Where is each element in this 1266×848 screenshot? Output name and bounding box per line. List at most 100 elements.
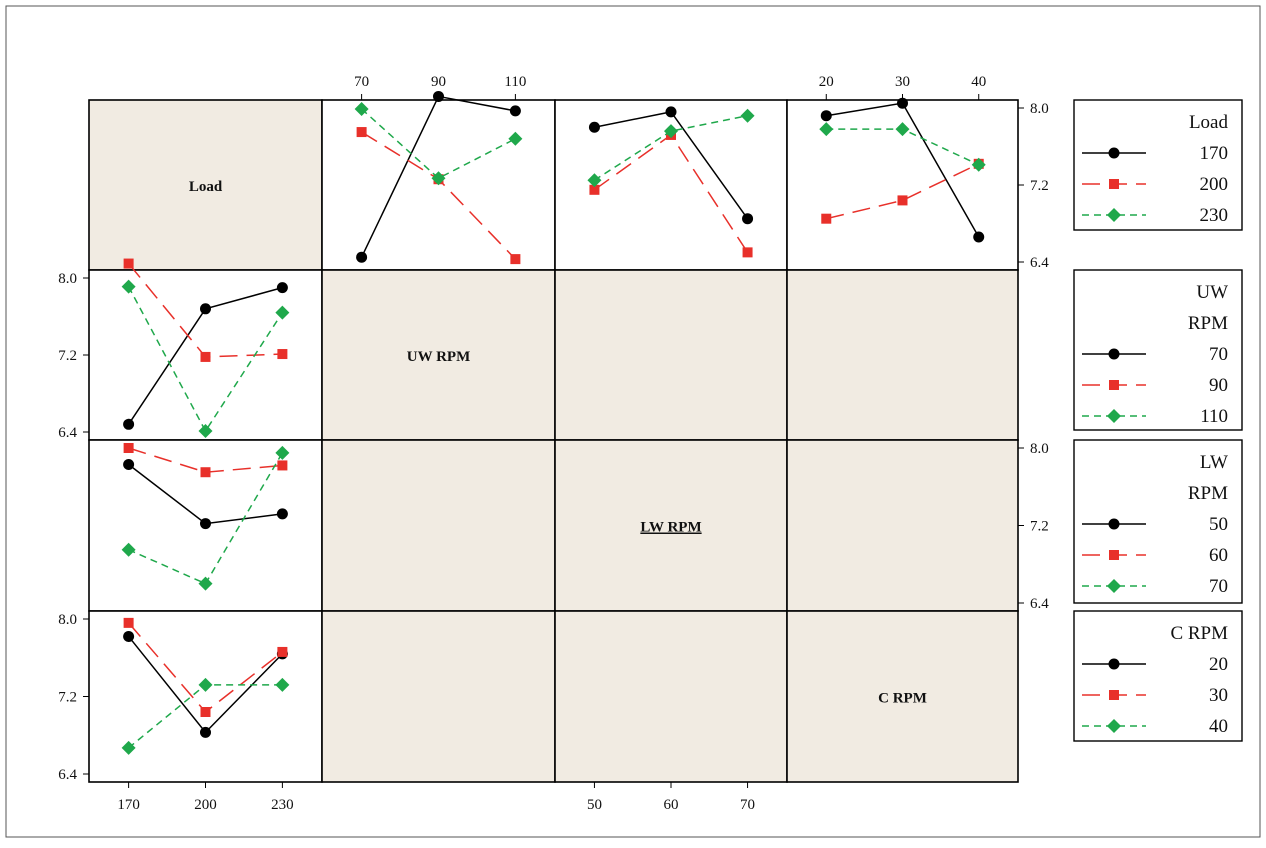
empty-cell — [786, 269, 1019, 441]
legend-entry-label: 200 — [1200, 174, 1229, 195]
diagonal-label-uw-rpm: UW RPM — [407, 349, 470, 365]
data-point-230 — [895, 122, 910, 137]
data-point-230 — [664, 124, 678, 139]
data-point-60 — [277, 460, 288, 471]
data-point-40 — [121, 740, 136, 755]
legend-marker — [1108, 658, 1120, 670]
series-line-230 — [361, 108, 516, 180]
legend-lw-rpm: LW RPM 50 60 70 — [1073, 439, 1243, 604]
legend-entry-label: 230 — [1200, 205, 1229, 226]
legend-entry-label: 110 — [1200, 406, 1228, 427]
data-point-230 — [819, 122, 834, 137]
x-tick-label: 170 — [117, 797, 140, 813]
data-point-200 — [510, 254, 521, 265]
diagonal-label-c-rpm: C RPM — [878, 691, 927, 707]
legend-marker — [1109, 179, 1119, 189]
legend-uw-rpm: UW RPM 70 90 110 — [1073, 269, 1243, 431]
panel-load-by-uw-rpm — [121, 258, 290, 439]
data-point-40 — [275, 677, 290, 692]
legend-marker — [1107, 409, 1121, 423]
data-point-90 — [123, 258, 134, 269]
y-tick-label: 7.2 — [1030, 178, 1049, 194]
panel-load-by-c-rpm — [121, 617, 290, 755]
legend-marker — [1109, 690, 1119, 700]
data-point-230 — [354, 101, 369, 116]
legend-entry-label: 70 — [1209, 576, 1228, 597]
empty-cell — [554, 610, 788, 783]
data-point-70 — [200, 303, 211, 315]
legend-entry-label: 170 — [1200, 143, 1229, 164]
data-point-90 — [200, 351, 211, 362]
data-point-50 — [276, 508, 288, 520]
empty-cell — [88, 99, 323, 271]
legend-marker — [1109, 550, 1119, 560]
legend-box — [1073, 269, 1243, 431]
data-point-50 — [200, 518, 211, 530]
legend-box — [1073, 610, 1243, 742]
empty-cell — [554, 269, 788, 441]
empty-cell — [321, 439, 556, 612]
data-point-170 — [588, 121, 600, 133]
y-tick-label: 8.0 — [58, 612, 77, 628]
legend-entry-label: 20 — [1209, 654, 1228, 675]
data-point-70 — [275, 445, 290, 460]
y-tick-label: 7.2 — [58, 348, 77, 364]
legend-entry-label: 50 — [1209, 514, 1228, 535]
legend-title: C RPM — [1170, 623, 1228, 644]
empty-cell — [321, 610, 556, 783]
data-point-200 — [356, 127, 367, 138]
diagonal-label-lw-rpm: LW RPM — [640, 520, 701, 536]
data-point-170 — [820, 110, 832, 122]
data-point-230 — [587, 173, 602, 188]
x-tick-label: 30 — [895, 74, 910, 90]
data-point-170 — [897, 97, 908, 109]
x-tick-label: 60 — [664, 797, 679, 813]
legend-marker — [1108, 518, 1120, 530]
data-point-170 — [509, 105, 521, 117]
data-point-230 — [508, 131, 523, 146]
series-line-110 — [127, 286, 284, 433]
y-tick-label: 8.0 — [1030, 441, 1049, 457]
legend-box — [1073, 439, 1243, 604]
empty-cell — [786, 610, 1019, 783]
y-tick-label: 6.4 — [58, 767, 77, 783]
data-point-200 — [821, 213, 832, 224]
y-tick-label: 7.2 — [58, 690, 77, 706]
diagonal-label-load: Load — [189, 179, 223, 195]
x-tick-label: 70 — [354, 74, 369, 90]
data-point-40 — [198, 677, 213, 692]
legend-entry-label: 90 — [1209, 375, 1228, 396]
legend-title: RPM — [1188, 313, 1228, 334]
data-point-110 — [275, 305, 290, 320]
data-point-70 — [121, 542, 136, 557]
data-point-230 — [740, 108, 755, 123]
x-tick-label: 230 — [271, 797, 294, 813]
legend-entry-label: 30 — [1209, 685, 1228, 706]
legend-marker — [1108, 147, 1120, 159]
data-point-20 — [123, 630, 135, 642]
legend-box — [1073, 99, 1243, 231]
x-tick-label: 110 — [504, 74, 526, 90]
data-point-70 — [276, 282, 288, 294]
empty-cell — [786, 439, 1019, 612]
data-point-30 — [123, 617, 134, 628]
x-tick-label: 20 — [819, 74, 834, 90]
legend-title: Load — [1189, 112, 1229, 133]
y-tick-label: 8.0 — [58, 271, 77, 287]
data-point-200 — [897, 195, 908, 206]
data-point-230 — [431, 171, 446, 186]
data-point-30 — [277, 646, 288, 657]
panel-lw-rpm-by-load — [587, 106, 755, 258]
legend-title: LW — [1200, 452, 1228, 473]
legend-entry-label: 70 — [1209, 344, 1228, 365]
legend-entry-label: 40 — [1209, 716, 1228, 737]
x-tick-label: 200 — [194, 797, 217, 813]
legend-entry-label: 60 — [1209, 545, 1228, 566]
y-tick-label: 6.4 — [58, 425, 77, 441]
data-point-20 — [200, 726, 211, 738]
y-tick-label: 6.4 — [1030, 596, 1049, 612]
data-point-30 — [200, 707, 211, 717]
legend-marker — [1108, 348, 1120, 360]
y-tick-label: 6.4 — [1030, 255, 1049, 271]
